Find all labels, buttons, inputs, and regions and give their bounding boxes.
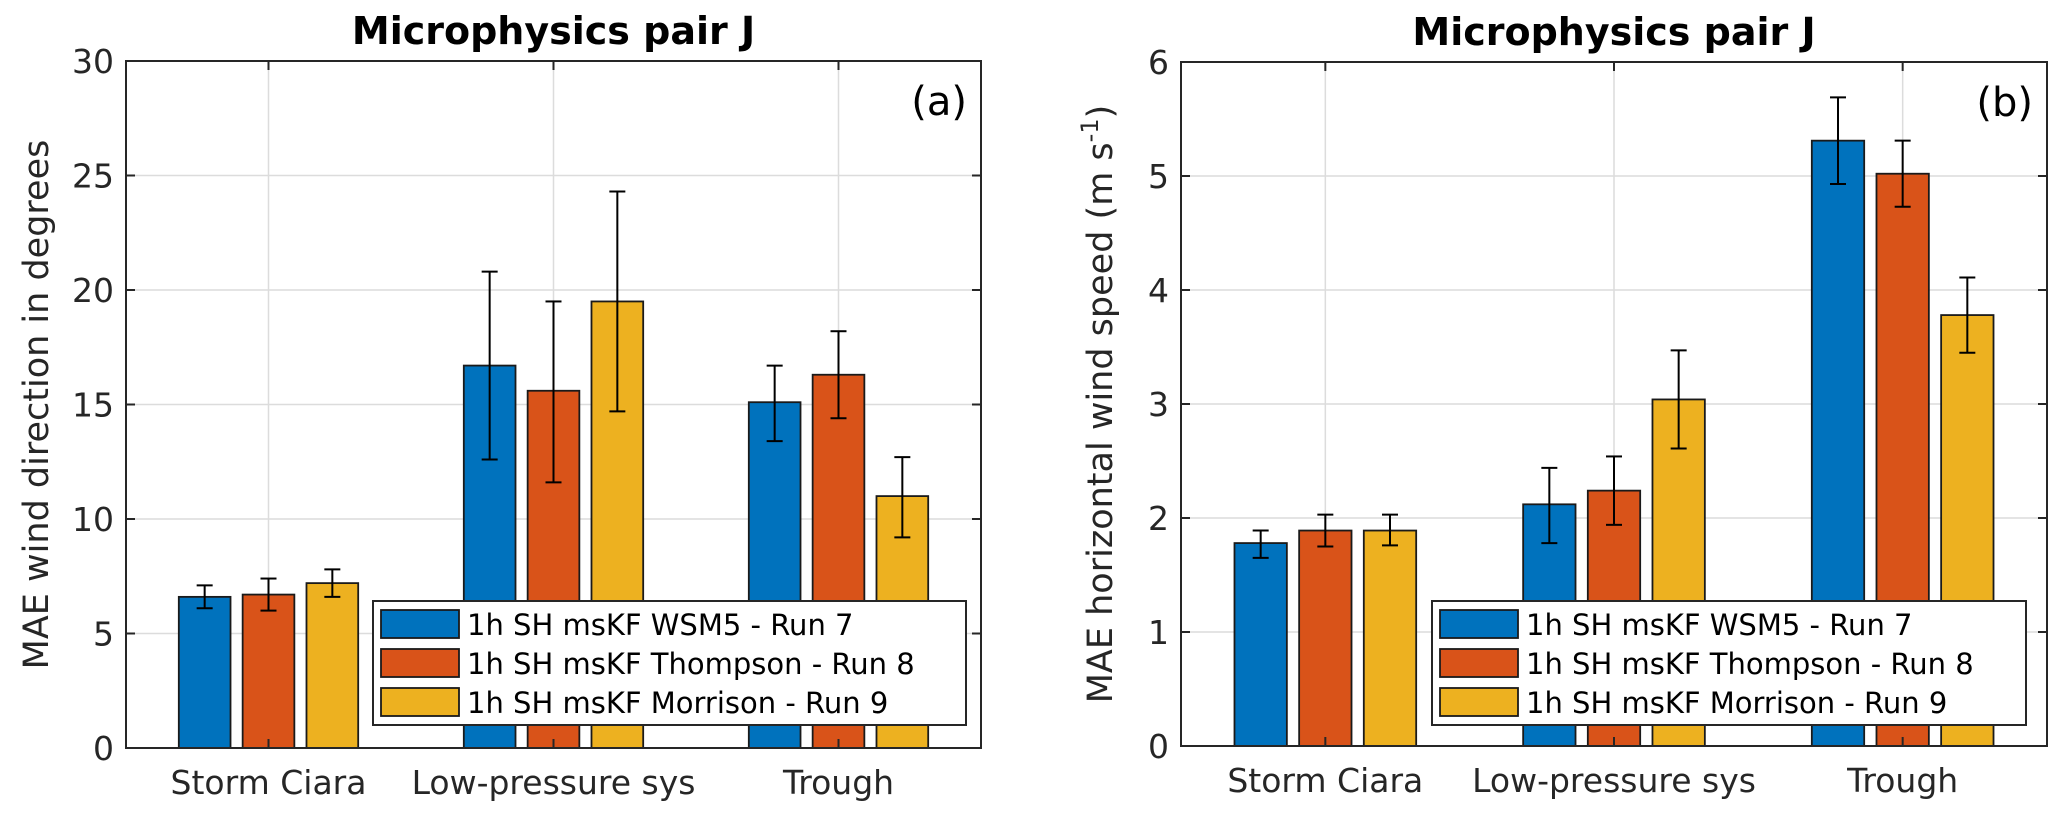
legend-box [1431, 600, 2027, 726]
error-bar [260, 577, 277, 612]
x-tick-label: Trough [1846, 761, 1958, 800]
error-bar [545, 300, 562, 484]
error-bar [196, 584, 213, 610]
legend-swatch [1439, 687, 1519, 717]
bar [1362, 529, 1418, 747]
error-bar [1670, 349, 1687, 450]
legend-item: 1h SH msKF WSM5 - Run 7 [1439, 608, 1913, 642]
bar [1233, 542, 1288, 747]
error-bar [324, 568, 341, 598]
bar [305, 582, 360, 749]
error-bar [481, 270, 498, 461]
error-bar [1252, 529, 1269, 559]
y-tick-label: 20 [72, 271, 114, 310]
error-bar [766, 364, 783, 443]
legend-label: 1h SH msKF Morrison - Run 9 [467, 686, 888, 720]
legend: 1h SH msKF WSM5 - Run 7 1h SH msKF Thomps… [1431, 600, 2027, 726]
error-bar [830, 330, 847, 420]
legend: 1h SH msKF WSM5 - Run 7 1h SH msKF Thomps… [372, 600, 967, 726]
y-tick-label: 0 [1148, 727, 1169, 766]
y-axis-label: MAE wind direction in degrees [17, 140, 57, 670]
y-axis-label-superscript: -1 [1076, 118, 1104, 142]
panel-a: 0 5 10 15 20 25 30 Storm Ciara Low-pressure sys T… [17, 9, 982, 802]
legend-label: 1h SH msKF Thompson - Run 8 [467, 647, 915, 681]
chart-title: Microphysics pair J [1412, 10, 1815, 54]
legend-item: 1h SH msKF Morrison - Run 9 [1439, 686, 1947, 720]
y-tick-label: 25 [72, 157, 114, 196]
legend-swatch [1439, 609, 1519, 639]
legend-label: 1h SH msKF Morrison - Run 9 [1526, 686, 1947, 720]
error-bar [1959, 276, 1976, 354]
y-tick-label: 5 [1148, 157, 1169, 196]
legend-label: 1h SH msKF WSM5 - Run 7 [467, 608, 854, 642]
bar [1298, 529, 1353, 747]
error-bar [1317, 513, 1334, 548]
y-axis-label-text: MAE horizontal wind speed (m s [1081, 142, 1121, 703]
y-tick-label: 5 [93, 615, 114, 654]
panel-tag: (a) [911, 79, 967, 125]
legend-swatch [380, 648, 460, 678]
legend-label: 1h SH msKF Thompson - Run 8 [1526, 647, 1974, 681]
legend-item: 1h SH msKF WSM5 - Run 7 [380, 608, 854, 642]
legend-item: 1h SH msKF Morrison - Run 9 [380, 686, 888, 720]
legend-swatch [380, 687, 460, 717]
error-bar [1894, 139, 1911, 208]
legend-swatch [380, 609, 460, 639]
legend-label: 1h SH msKF WSM5 - Run 7 [1526, 608, 1913, 642]
legend-swatch [1439, 648, 1519, 678]
x-tick-label: Storm Ciara [1227, 761, 1423, 800]
error-bar [894, 456, 911, 539]
error-bar [1381, 513, 1398, 547]
x-tick-label: Low-pressure sys [412, 763, 696, 802]
error-bar [1606, 455, 1622, 526]
chart-title: Microphysics pair J [352, 9, 755, 53]
legend-box [372, 600, 967, 726]
x-tick-label: Trough [782, 763, 894, 802]
y-tick-label: 0 [93, 729, 114, 768]
y-axis-label-text: MAE wind direction in degrees [17, 140, 57, 670]
bar [177, 595, 232, 749]
error-bar [1541, 466, 1558, 545]
x-tick-label: Low-pressure sys [1472, 761, 1756, 800]
legend-item: 1h SH msKF Thompson - Run 8 [380, 647, 915, 681]
panel-tag: (b) [1976, 80, 2033, 126]
y-axis-label-suffix: ) [1081, 105, 1121, 119]
y-tick-label: 30 [72, 42, 114, 81]
bar [241, 593, 296, 749]
y-tick-label: 10 [72, 500, 114, 539]
y-tick-label: 2 [1148, 499, 1169, 538]
legend-item: 1h SH msKF Thompson - Run 8 [1439, 647, 1974, 681]
y-tick-label: 4 [1148, 271, 1169, 310]
error-bar [1830, 96, 1847, 185]
y-tick-label: 15 [72, 386, 114, 425]
y-tick-label: 6 [1148, 43, 1169, 82]
x-tick-label: Storm Ciara [171, 763, 367, 802]
y-tick-label: 3 [1148, 385, 1169, 424]
y-tick-label: 1 [1148, 613, 1169, 652]
error-bar [609, 190, 626, 413]
y-axis-label: MAE horizontal wind speed (m s-1) [1076, 105, 1121, 704]
panel-b: 0 1 2 3 4 5 6 Storm Ciara Low-pressure sys Trough… [1076, 10, 2048, 800]
